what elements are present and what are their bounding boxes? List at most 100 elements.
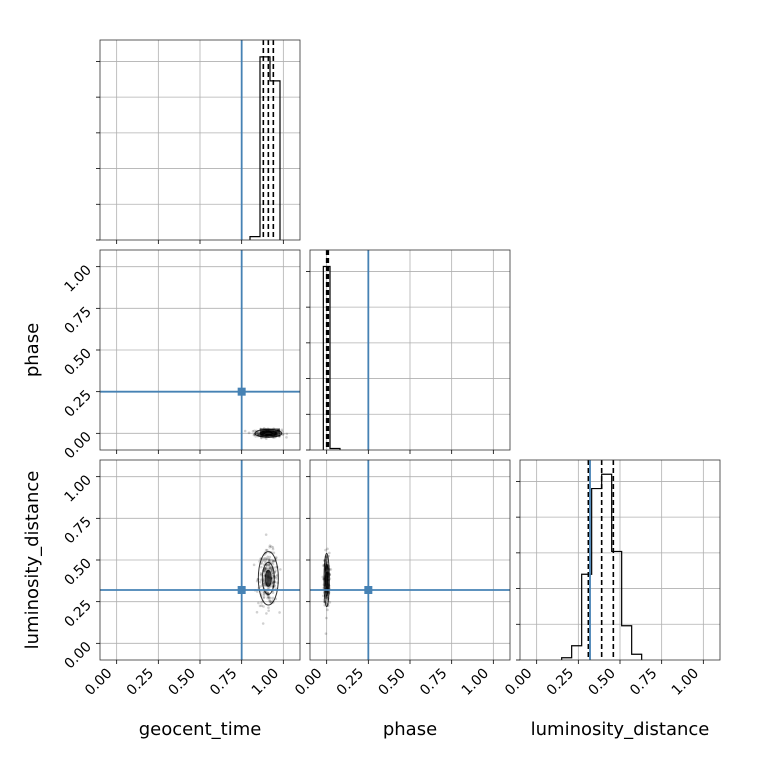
sample-point (252, 563, 256, 567)
sample-point (263, 567, 267, 571)
sample-point (267, 564, 271, 567)
contour-level (259, 430, 277, 437)
grid-0-1 (100, 250, 300, 450)
sample-point (268, 567, 271, 571)
y-tick-label: 1.00 (61, 262, 94, 295)
x-tick-label: 0.75 (207, 666, 240, 699)
sample-point (324, 548, 327, 552)
y-tick-label: 0.75 (61, 514, 94, 547)
histogram-geocent_time (249, 56, 281, 240)
sample-point (326, 547, 329, 551)
sample-point (325, 616, 328, 620)
sample-point (266, 591, 270, 594)
sample-point (258, 604, 262, 608)
sample-point (272, 431, 276, 435)
truth-marker (237, 586, 246, 594)
sample-point (324, 561, 328, 564)
sample-point (268, 545, 272, 549)
sample-point (267, 563, 271, 566)
sample-point (262, 557, 265, 561)
contour-level (263, 431, 273, 436)
sample-point (259, 578, 263, 582)
sample-point (271, 562, 275, 566)
sample-point (278, 432, 282, 435)
sample-point (270, 545, 273, 548)
contour-level (254, 428, 283, 438)
sample-point (329, 568, 333, 571)
sample-point (257, 432, 260, 436)
sample-point (271, 596, 275, 600)
y-tick-label: 0.25 (61, 597, 94, 630)
sample-point (265, 612, 268, 615)
sample-point (260, 601, 263, 604)
x-axis-label-geocent_time: geocent_time (139, 719, 262, 740)
sample-point (270, 568, 274, 572)
sample-point (271, 591, 275, 594)
sample-point (262, 605, 265, 608)
ticks-0-0 (96, 61, 284, 244)
sample-point (325, 590, 328, 593)
sample-point (272, 551, 276, 555)
sample-point (268, 555, 272, 559)
sample-point (266, 595, 270, 599)
sample-point (325, 591, 328, 594)
sample-point (328, 601, 332, 604)
sample-point (267, 595, 271, 599)
sample-point (257, 431, 261, 435)
sample-point (265, 567, 269, 571)
sample-point (262, 578, 266, 581)
sample-point (263, 570, 266, 573)
sample-point (325, 596, 328, 600)
sample-point (271, 559, 275, 563)
sample-point (262, 596, 265, 600)
x-tick-label: 0.00 (292, 666, 325, 699)
y-axis-label-luminosity_distance: luminosity_distance (22, 471, 43, 650)
sample-point (267, 606, 270, 610)
x-tick-label: 0.00 (82, 666, 115, 699)
sample-point (267, 609, 270, 612)
sample-point (267, 558, 271, 562)
sample-point (326, 608, 329, 612)
sample-point (279, 568, 282, 571)
sample-point (325, 561, 329, 564)
sample-point (271, 581, 275, 585)
sample-point (264, 437, 268, 440)
sample-point (255, 432, 259, 435)
sample-point (268, 566, 272, 570)
y-tick-label: 0.00 (61, 429, 94, 462)
sample-point (324, 632, 328, 635)
x-tick-label: 0.50 (375, 666, 408, 699)
sample-point (243, 429, 247, 433)
sample-point (263, 584, 267, 587)
y-tick-label: 0.00 (61, 639, 94, 672)
sample-point (325, 560, 328, 563)
sample-point (268, 558, 272, 562)
x-tick-label: 0.75 (417, 666, 450, 699)
truth-marker (237, 387, 246, 396)
contour-level (264, 569, 272, 587)
sample-point (270, 569, 274, 573)
contour-level (324, 563, 329, 597)
y-tick-label: 1.00 (61, 472, 94, 505)
sample-point (267, 596, 271, 600)
sample-point (267, 563, 271, 566)
sample-point (261, 622, 265, 625)
sample-point (264, 558, 268, 562)
sample-point (253, 429, 256, 433)
x-tick-label: 0.50 (585, 666, 618, 699)
sample-point (268, 544, 272, 548)
y-tick-label: 0.50 (61, 556, 94, 589)
x-tick-label: 0.00 (502, 666, 535, 699)
sample-point (280, 428, 284, 432)
sample-point (271, 560, 275, 563)
sample-point (256, 432, 259, 436)
sample-point (259, 572, 263, 575)
scatter-phase-luminosity_distance (321, 547, 333, 635)
grid-2-2 (520, 460, 720, 660)
sample-point (271, 580, 274, 583)
sample-point (270, 571, 274, 575)
sample-point (255, 610, 259, 614)
sample-point (325, 570, 328, 573)
scatter-geocent_time-phase (243, 427, 289, 440)
